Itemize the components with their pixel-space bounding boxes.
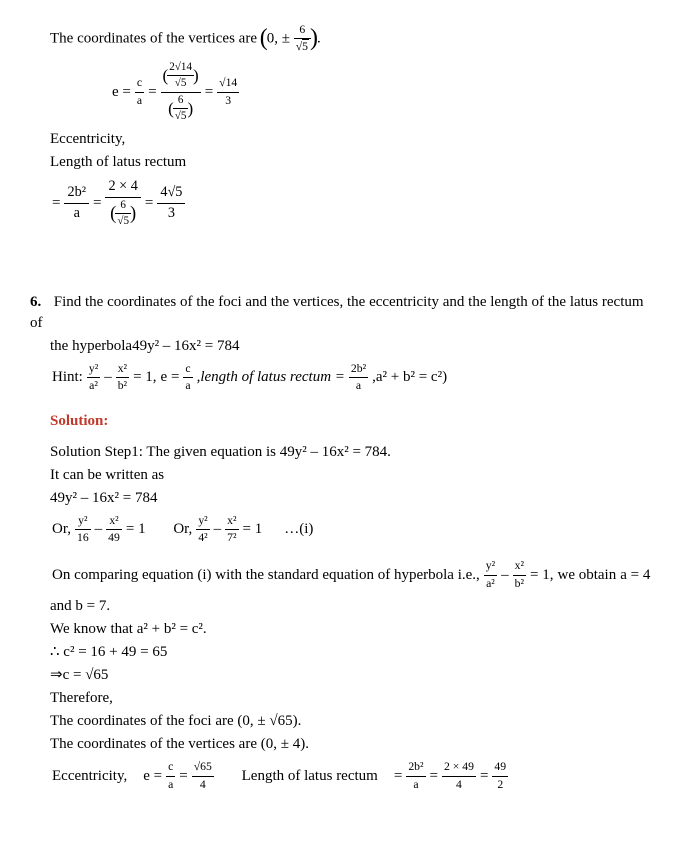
eq2: =	[205, 82, 213, 103]
cmp-c: a = 4	[620, 565, 650, 586]
step5: Or, y²4² – x²7² = 1 …(i)	[171, 513, 315, 547]
hint-f2: x²b²	[116, 361, 129, 395]
calc2: ⇒c = √65	[50, 665, 653, 686]
vert-line: The coordinates of the vertices are (0, …	[50, 734, 653, 755]
hint-e: e =	[161, 367, 180, 388]
lr-eq1: =	[52, 193, 60, 214]
lr2-label: Length of latus rectum	[242, 766, 378, 787]
zero-pm: 0, ±	[267, 30, 290, 46]
lr-eq3: =	[145, 193, 153, 214]
step1a: Solution Step1: The given equation is	[50, 444, 280, 460]
q6-expr: 49y² – 16x² = 784	[132, 338, 239, 354]
calc1: ∴ c² = 16 + 49 = 65	[50, 642, 653, 663]
compare-line2: and b = 7.	[50, 596, 653, 617]
step3: 49y² – 16x² = 784	[50, 488, 653, 509]
cmp-d: and	[50, 598, 75, 614]
s5f1: y²4²	[196, 513, 209, 547]
cmp-f2: x²b²	[513, 558, 526, 592]
cmp-b: we obtain	[557, 565, 616, 586]
hint-eq1: = 1,	[133, 367, 156, 388]
ecc2-f2: √654	[192, 759, 214, 793]
prev-vertices-line: The coordinates of the vertices are (0, …	[50, 22, 653, 56]
hint-flr: 2b²a	[349, 361, 368, 395]
hint-lr: ,length of latus rectum =	[197, 367, 345, 388]
s4f1: y²16	[75, 513, 91, 547]
lr-eq2: =	[93, 193, 101, 214]
calc2a: ⇒c =	[50, 667, 85, 683]
foci-b: (0, ± √65).	[237, 713, 301, 729]
ecc-label: Eccentricity,	[50, 129, 653, 150]
lr-f2: 2 × 4 (6√5)	[105, 177, 140, 230]
ecc2-label: Eccentricity,	[52, 766, 127, 787]
q6-line1: 6. Find the coordinates of the foci and …	[30, 292, 653, 334]
s4eq: = 1	[126, 519, 146, 540]
compare-line: On comparing equation (i) with the stand…	[50, 558, 652, 592]
lr2-f2: 2 × 494	[442, 759, 476, 793]
step1: Solution Step1: The given equation is 49…	[50, 442, 653, 463]
know-a: We know that	[50, 621, 137, 637]
ecc-f3: √143	[217, 75, 239, 109]
q6-number: 6.	[30, 292, 50, 313]
vert-b: (0, ± 4).	[261, 736, 309, 752]
therefore: Therefore,	[50, 688, 653, 709]
solution-label: Solution:	[50, 411, 653, 432]
vertices-prefix: The coordinates of the vertices are	[50, 30, 261, 46]
lr2-eq1: =	[394, 766, 402, 787]
cmp-e: b = 7.	[75, 598, 110, 614]
know-b: a² + b² = c².	[137, 621, 207, 637]
hint-label: Hint:	[52, 367, 83, 388]
ecc2-eq: =	[179, 766, 187, 787]
ecc-lhs: e =	[112, 82, 131, 103]
lr-f1: 2b²a	[64, 183, 89, 224]
step1b: 49y² – 16x² = 784.	[280, 444, 391, 460]
foci-a: The coordinates of the foci are	[50, 713, 237, 729]
lr2-eq3: =	[480, 766, 488, 787]
calc2b: √65	[85, 667, 108, 683]
cmp-f1: y²a²	[484, 558, 497, 592]
question-6: 6. Find the coordinates of the foci and …	[30, 292, 653, 795]
ecc2-lhs: e =	[143, 766, 162, 787]
hint-minus: –	[104, 367, 112, 388]
ecc-f1: ca	[135, 75, 144, 109]
s5f2: x²7²	[225, 513, 238, 547]
eq1: =	[148, 82, 156, 103]
s5tag: …(i)	[284, 519, 313, 540]
hint-fe: ca	[183, 361, 192, 395]
ecc-f2: (2√14√5) (6√5)	[161, 60, 201, 125]
prev-ecc-eq-row: e = ca = (2√14√5) (6√5) = √143	[110, 60, 241, 125]
hint-f1: y²a²	[87, 361, 100, 395]
q6-line2: the hyperbola49y² – 16x² = 784	[50, 336, 653, 357]
hint-rel: ,a² + b² = c²)	[372, 367, 447, 388]
cmp-a: On comparing equation (i) with the stand…	[52, 565, 480, 586]
ecc2-f1: ca	[166, 759, 175, 793]
lr2-eq2: =	[430, 766, 438, 787]
lr2-f3: 492	[492, 759, 508, 793]
s5eq: = 1	[243, 519, 263, 540]
vert-a: The coordinates of the vertices are	[50, 736, 261, 752]
lr-f3: 4√53	[157, 183, 185, 224]
lr-label: Length of latus rectum	[50, 152, 653, 173]
s5minus: –	[214, 519, 222, 540]
cmp-minus: –	[501, 565, 509, 586]
or2: Or,	[173, 519, 192, 540]
or1: Or,	[52, 519, 71, 540]
lr2-f1: 2b²a	[406, 759, 425, 793]
q6-hint-row: Hint: y²a² – x²b² = 1, e = ca ,length of…	[50, 361, 449, 395]
ecc2-row: Eccentricity, e = ca = √654	[50, 759, 216, 793]
prev-lr-eq-row: = 2b²a = 2 × 4 (6√5) = 4√53	[50, 177, 187, 230]
step4: Or, y²16 – x²49 = 1	[50, 513, 148, 547]
q6-text2a: the hyperbola	[50, 338, 132, 354]
s4f2: x²49	[106, 513, 122, 547]
know-line: We know that a² + b² = c².	[50, 619, 653, 640]
s4minus: –	[95, 519, 103, 540]
q6-text1: Find the coordinates of the foci and the…	[30, 294, 644, 331]
foci-line: The coordinates of the foci are (0, ± √6…	[50, 711, 653, 732]
cmp-eq: = 1,	[530, 565, 553, 586]
step2: It can be written as	[50, 465, 653, 486]
vertex-frac: 6√5	[294, 22, 311, 56]
close-paren: )	[310, 22, 318, 56]
lr2-row: Length of latus rectum = 2b²a = 2 × 494 …	[240, 759, 510, 793]
